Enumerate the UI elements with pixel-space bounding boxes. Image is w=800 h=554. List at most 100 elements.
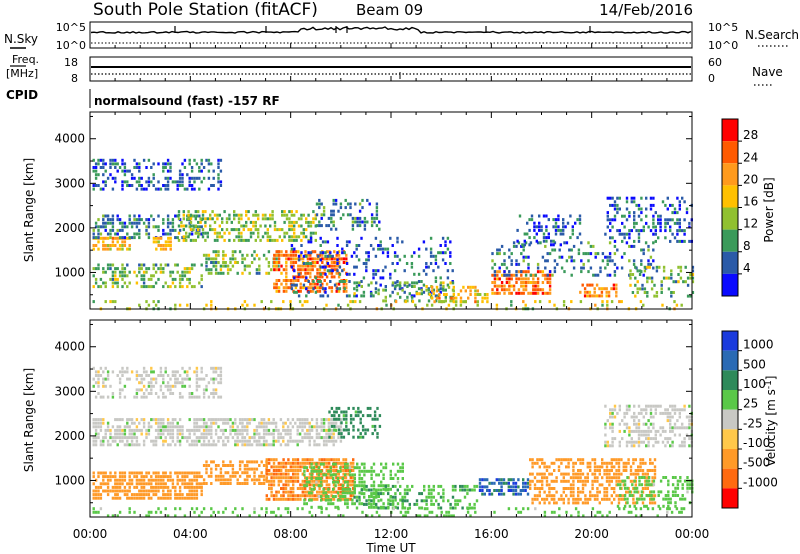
velocity-cell <box>231 464 235 467</box>
velocity-cell <box>671 429 674 433</box>
noise-tick-bottom-left: 10^0 <box>56 39 86 52</box>
velocity-cell <box>335 476 338 480</box>
velocity-cell <box>147 493 151 497</box>
power-cell <box>527 255 530 259</box>
power-cell <box>553 303 556 307</box>
velocity-cell <box>304 461 307 465</box>
velocity-cell <box>287 490 290 494</box>
power-cell <box>178 303 182 307</box>
velocity-cell <box>389 487 392 491</box>
velocity-cell <box>332 483 336 487</box>
power-cell <box>406 281 409 285</box>
velocity-cell <box>342 461 345 465</box>
velocity-cell <box>229 478 232 482</box>
power-cell <box>589 266 593 270</box>
velocity-cell <box>296 476 300 480</box>
power-cell <box>147 184 151 187</box>
power-cell <box>650 280 654 284</box>
velocity-cell <box>625 501 628 505</box>
power-cell <box>336 236 339 240</box>
power-cell <box>689 276 692 280</box>
velocity-cell <box>246 474 249 478</box>
velocity-cell <box>367 488 371 492</box>
power-cell <box>118 166 122 169</box>
power-cell <box>295 238 298 242</box>
power-cell <box>517 291 521 295</box>
velocity-cell <box>325 465 328 469</box>
power-cell <box>606 300 609 304</box>
velocity-cell <box>344 498 347 502</box>
velocity-cell <box>589 469 592 472</box>
velocity-cell <box>632 501 635 505</box>
power-cell <box>391 290 394 294</box>
velocity-cell <box>354 414 358 418</box>
power-cell <box>529 241 533 245</box>
velocity-cell <box>258 474 261 478</box>
velocity-cell <box>617 497 621 501</box>
power-cell <box>109 236 112 240</box>
velocity-cell <box>562 497 565 501</box>
power-cell <box>233 213 236 217</box>
velocity-cell <box>284 421 287 425</box>
velocity-cell <box>238 474 242 478</box>
power-cell <box>217 187 220 191</box>
power-cell <box>580 266 583 270</box>
velocity-cell <box>308 432 311 436</box>
velocity-cell <box>116 478 119 482</box>
velocity-cell <box>334 462 337 466</box>
velocity-cell <box>164 428 167 432</box>
power-cell <box>580 241 583 245</box>
power-cell <box>178 180 182 184</box>
power-cell <box>164 162 167 166</box>
power-cell <box>462 300 465 304</box>
power-cell <box>159 244 163 247</box>
power-cell <box>367 283 370 287</box>
velocity-cell <box>555 458 558 462</box>
velocity-cell <box>323 497 326 501</box>
power-cell <box>126 180 129 184</box>
power-cell <box>121 158 124 162</box>
power-cell <box>92 285 95 289</box>
velocity-cell <box>157 496 160 500</box>
power-cell <box>486 293 489 296</box>
power-cell <box>355 288 359 292</box>
velocity-cell <box>162 482 165 486</box>
velocity-cell <box>114 418 117 422</box>
power-cell <box>562 221 565 225</box>
power-cell <box>157 187 160 191</box>
velocity-cell <box>538 479 541 483</box>
power-cell <box>553 241 557 245</box>
velocity-cell <box>188 471 191 475</box>
velocity-cell <box>154 377 158 381</box>
power-cell <box>290 238 293 242</box>
velocity-cell <box>565 479 568 483</box>
power-cell <box>655 265 659 269</box>
velocity-cell <box>118 475 122 479</box>
velocity-cell <box>308 491 311 495</box>
velocity-cell <box>323 494 326 498</box>
velocity-cell <box>352 417 355 421</box>
power-cell <box>474 293 477 296</box>
velocity-cell <box>567 479 570 483</box>
velocity-cell <box>376 417 379 421</box>
power-cell <box>545 228 548 232</box>
power-cell <box>393 254 397 258</box>
power-cell <box>408 283 411 287</box>
velocity-cell <box>389 477 392 480</box>
power-cell <box>324 272 327 276</box>
velocity-cell <box>543 461 546 465</box>
velocity-cell <box>171 384 175 388</box>
power-cell <box>315 213 319 217</box>
velocity-cell <box>325 443 328 447</box>
power-cell <box>217 166 220 169</box>
velocity-cell <box>620 497 623 501</box>
velocity-cell <box>130 418 134 422</box>
velocity-cell <box>498 481 501 485</box>
power-cell <box>206 217 209 221</box>
velocity-cell <box>323 458 326 462</box>
velocity-cell <box>463 488 467 492</box>
power-cell <box>676 232 679 236</box>
velocity-cell <box>210 421 213 425</box>
velocity-cell <box>621 419 624 423</box>
power-cell <box>285 271 288 275</box>
